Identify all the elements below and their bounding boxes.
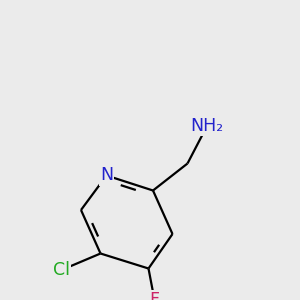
Text: N: N (100, 167, 113, 184)
Text: Cl: Cl (53, 261, 70, 279)
Text: NH₂: NH₂ (190, 117, 224, 135)
Text: F: F (149, 291, 160, 300)
